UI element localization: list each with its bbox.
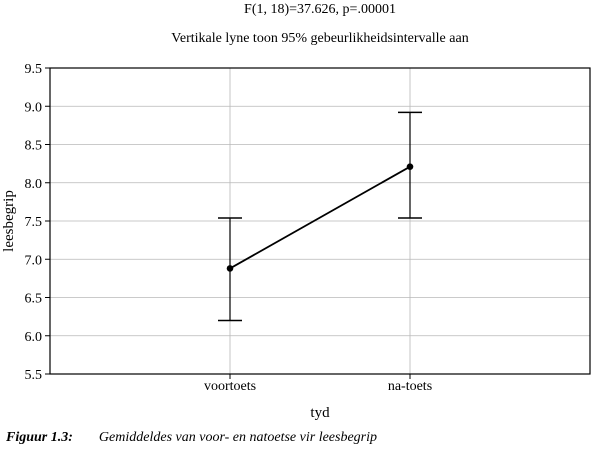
data-point: [226, 265, 234, 272]
grid-lines: [50, 68, 590, 374]
x-axis-ticks: voortoets na-toets: [204, 374, 432, 394]
data-point: [406, 163, 414, 170]
x-tick-label: na-toets: [388, 379, 432, 394]
y-tick-label: 5.5: [25, 368, 43, 383]
y-tick-label: 6.5: [25, 292, 43, 307]
series-line: [229, 165, 411, 270]
chart-title: F(1, 18)=37.626, p=.00001: [244, 2, 396, 17]
y-tick-label: 8.5: [25, 139, 43, 154]
caption-label: Figuur 1.3:: [6, 430, 73, 445]
y-tick-label: 9.0: [25, 100, 43, 115]
y-axis-ticks: 5.5 6.0 6.5 7.0 7.5 8.0 8.5 9.0 9.5: [25, 62, 50, 383]
caption-text: Gemiddeldes van voor- en natoetse vir le…: [98, 430, 378, 445]
y-tick-label: 7.5: [25, 215, 43, 230]
chart-marks: [218, 111, 422, 322]
y-tick-label: 8.0: [25, 177, 43, 192]
x-tick-label: voortoets: [204, 379, 256, 394]
figure-caption: Figuur 1.3: Gemiddeldes van voor- en nato…: [6, 430, 377, 446]
chart: F(1, 18)=37.626, p=.00001 Vertikale lyne…: [1, 2, 591, 421]
chart-subtitle: Vertikale lyne toon 95% gebeurlikheidsin…: [171, 31, 468, 46]
x-axis-label: tyd: [310, 405, 330, 421]
y-tick-label: 6.0: [25, 330, 43, 345]
y-axis-label: leesbegrip: [1, 190, 17, 252]
y-tick-label: 9.5: [25, 62, 43, 77]
y-tick-label: 7.0: [25, 253, 43, 268]
